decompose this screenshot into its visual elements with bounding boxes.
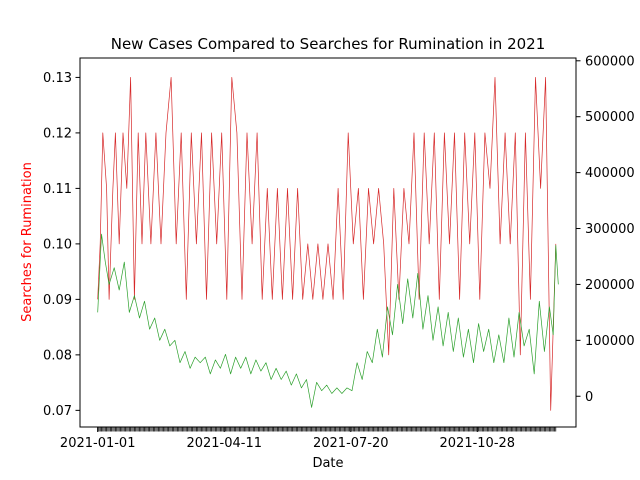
y-left-tick-label: 0.12	[43, 126, 72, 141]
x-tick-label: 2021-04-11	[186, 436, 262, 451]
y-left-tick-label: 0.07	[43, 404, 72, 419]
y-right-tick-label: 600000	[585, 54, 635, 69]
y-axis-label: Searches for Rumination	[20, 162, 35, 322]
x-tick-label: 2021-10-28	[440, 436, 516, 451]
y-left-tick-label: 0.13	[43, 71, 72, 86]
x-minor-tick-marks	[97, 427, 557, 432]
x-tick-label: 2021-01-01	[60, 436, 136, 451]
series-line-right	[97, 233, 559, 408]
y-right-tick-label: 300000	[585, 222, 635, 237]
y-right-ticks: 0 100000 200000 300000 400000 500000 600000	[576, 54, 635, 405]
x-ticks: 2021-01-01 2021-04-11 2021-07-20 2021-10-28	[60, 427, 515, 451]
y-left-tick-label: 0.09	[43, 293, 72, 308]
y-right-tick-label: 0	[585, 390, 593, 405]
y-left-tick-label: 0.08	[43, 348, 72, 363]
y-right-tick-label: 100000	[585, 334, 635, 349]
series-line-left	[97, 77, 557, 411]
chart-title: New Cases Compared to Searches for Rumin…	[111, 35, 546, 53]
x-minor-ticks	[97, 427, 557, 432]
x-axis-label: Date	[312, 456, 343, 471]
x-tick-label: 2021-07-20	[313, 436, 389, 451]
y-left-ticks: 0.07 0.08 0.09 0.10 0.11 0.12 0.13	[43, 71, 80, 419]
y-left-tick-label: 0.11	[43, 182, 72, 197]
plot-lines	[97, 77, 559, 411]
y-right-tick-label: 400000	[585, 166, 635, 181]
plot-frame	[79, 57, 577, 428]
y-right-tick-label: 500000	[585, 110, 635, 125]
y-right-tick-label: 200000	[585, 278, 635, 293]
y-left-tick-label: 0.10	[43, 237, 72, 252]
